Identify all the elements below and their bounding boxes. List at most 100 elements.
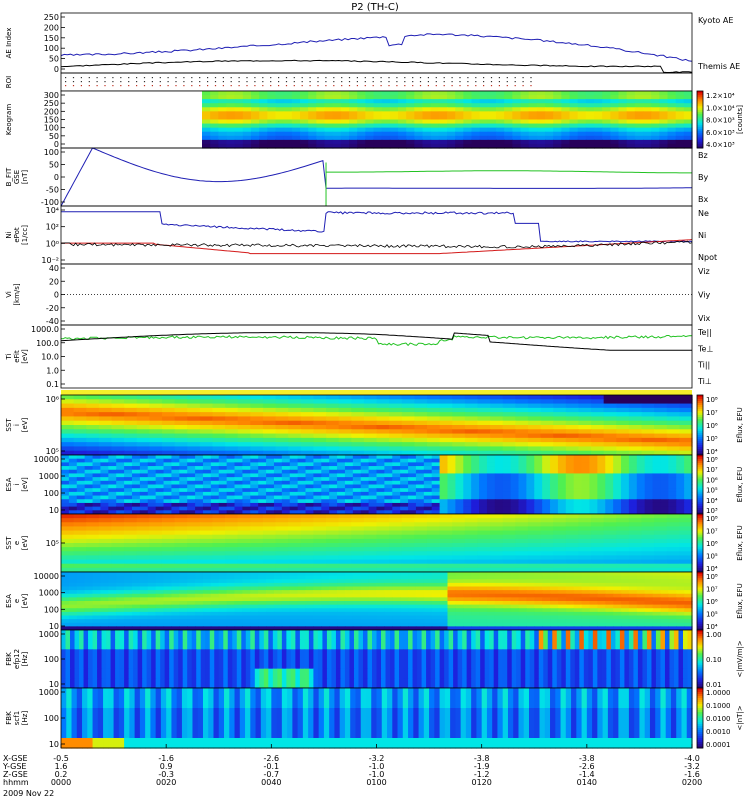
panel-ti: 1000.0100.010.01.00.1Ti eFit [eV]Te||Te⊥Ti… xyxy=(5,324,713,395)
spectrogram-cell xyxy=(542,601,551,606)
spectrogram-cell xyxy=(250,522,264,528)
spectrogram-cell xyxy=(149,555,163,561)
spectrogram-cell xyxy=(414,433,428,439)
spectrogram-cell xyxy=(447,593,456,598)
spectrogram-cell xyxy=(149,433,163,439)
spectrogram-cell xyxy=(363,543,378,548)
spectrogram-cell xyxy=(352,575,362,580)
spectrogram-cell xyxy=(540,446,554,452)
roi-mark xyxy=(72,77,75,79)
spectrogram-cell xyxy=(363,403,378,409)
spectrogram-cell xyxy=(527,526,542,532)
spectrogram-cell xyxy=(652,611,662,617)
spectrogram-cell xyxy=(251,95,260,100)
spectrogram-cell xyxy=(605,582,614,588)
spectrogram-cell xyxy=(108,510,117,515)
spectrogram-cell xyxy=(471,579,480,584)
colorbar-cell xyxy=(697,96,703,100)
spectrogram-cell xyxy=(550,488,559,493)
spectrogram-cell xyxy=(452,547,466,552)
spectrogram-cell xyxy=(195,611,204,617)
spectrogram-cell xyxy=(73,538,87,544)
spectrogram-cell xyxy=(289,597,299,602)
spectrogram-cell xyxy=(136,534,150,540)
spectrogram-cell xyxy=(463,590,472,595)
spectrogram-cell xyxy=(477,538,491,544)
spectrogram-cell xyxy=(479,572,488,577)
spectrogram-cell xyxy=(195,601,204,606)
spectrogram-cell xyxy=(634,91,644,96)
spectrogram-cell xyxy=(131,582,141,588)
spectrogram-cell xyxy=(147,458,157,463)
spectrogram-cell xyxy=(510,611,520,617)
spectrogram-cell xyxy=(573,593,583,598)
spectrogram-cell xyxy=(283,107,293,112)
spectrogram-cell xyxy=(486,582,496,588)
spectrogram-cell xyxy=(324,111,334,117)
spectrogram-cell xyxy=(479,608,488,613)
spectrogram-cell xyxy=(494,480,504,486)
spectrogram-cell xyxy=(368,462,378,467)
spectrogram-cell xyxy=(438,131,448,137)
spectrogram-cell xyxy=(108,480,117,486)
spectrogram-cell xyxy=(281,582,291,588)
colorbar-cell xyxy=(697,554,703,558)
spectrogram-cell xyxy=(581,510,591,515)
spectrogram-cell xyxy=(288,425,302,430)
colorbar-cell xyxy=(697,474,703,478)
spectrogram-cell xyxy=(163,480,173,486)
spectrogram-cell xyxy=(494,597,504,602)
spectrogram-cell xyxy=(242,466,251,471)
spectrogram-cell xyxy=(360,604,370,609)
y-tick-label: 100.0 xyxy=(36,339,59,348)
roi-mark xyxy=(65,77,67,79)
spectrogram-cell xyxy=(124,611,133,617)
spectrogram-cell xyxy=(326,433,340,439)
spectrogram-cell xyxy=(479,499,488,504)
spectrogram-cell xyxy=(400,484,409,489)
spectrogram-cell xyxy=(438,91,448,96)
spectrogram-cell xyxy=(163,586,173,591)
spectrogram-cell xyxy=(147,488,157,493)
spectrogram-cell xyxy=(212,530,226,536)
spectrogram-cell xyxy=(585,139,595,145)
roi-mark xyxy=(293,81,295,83)
spectrogram-cell xyxy=(439,555,453,561)
spectrogram-cell xyxy=(116,611,125,617)
spectrogram-cell xyxy=(187,433,201,439)
spectrogram-cell xyxy=(187,611,196,617)
spectrogram-cell xyxy=(463,477,472,482)
spectrogram-cell xyxy=(447,572,456,577)
spectrogram-cell xyxy=(61,579,70,584)
spectrogram-cell xyxy=(667,115,677,121)
spectrogram-cell xyxy=(210,593,220,598)
roi-mark xyxy=(199,77,201,79)
spectrogram-cell xyxy=(540,429,554,435)
spectrogram-cell xyxy=(479,488,488,493)
colorbar-cell xyxy=(697,546,703,550)
spectrogram-cell xyxy=(616,450,630,456)
spectrogram-cell xyxy=(237,518,251,523)
spectrogram-cell xyxy=(313,559,327,565)
spectrogram-cell xyxy=(92,491,102,497)
spectrogram-cell xyxy=(426,425,441,430)
spectrogram-cell xyxy=(621,484,630,489)
spectrogram-cell xyxy=(368,473,378,478)
spectrogram-cell xyxy=(477,407,491,413)
spectrogram-cell xyxy=(351,403,365,409)
spectrogram-cell xyxy=(338,412,352,418)
roi-mark xyxy=(348,81,351,83)
spectrogram-cell xyxy=(351,437,365,443)
spectrogram-cell xyxy=(621,466,630,471)
spectrogram-cell xyxy=(275,433,289,439)
spectrogram-cell xyxy=(291,103,301,108)
spectrogram-cell xyxy=(136,567,150,573)
spectrogram-cell xyxy=(338,567,352,573)
spectrogram-cell xyxy=(610,115,620,121)
spectrogram-cell xyxy=(534,466,543,471)
spectrogram-cell xyxy=(401,420,415,426)
spectrogram-cell xyxy=(479,575,488,580)
spectrogram-cell xyxy=(360,462,370,467)
spectrogram-cell xyxy=(408,593,417,598)
spectrogram-cell xyxy=(92,484,102,489)
